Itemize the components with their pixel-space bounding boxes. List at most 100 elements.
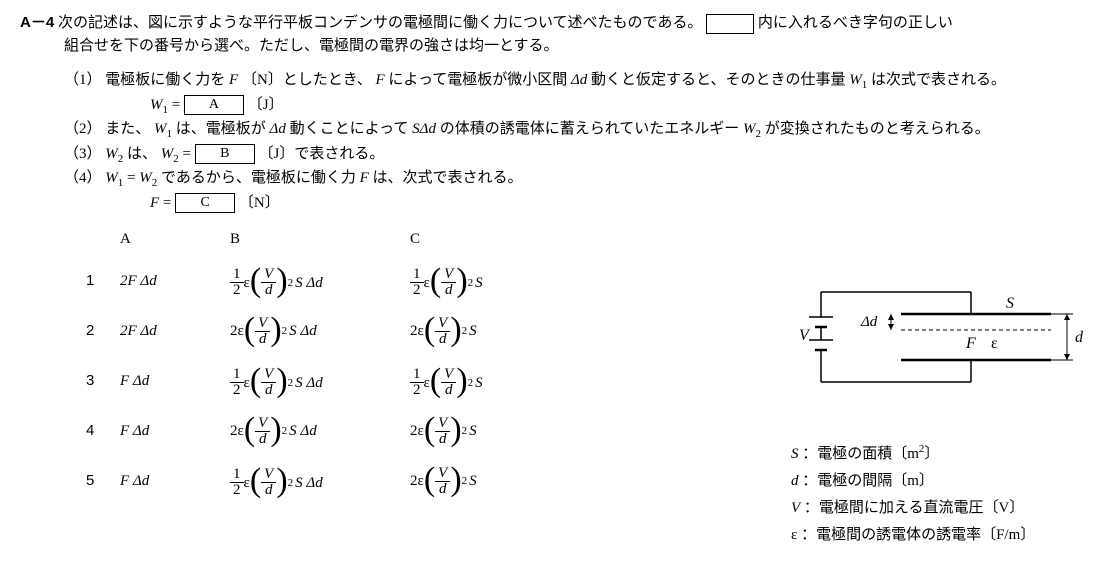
item-2-text-e: が変換されたものと考えられる。 [765, 121, 990, 137]
item-4-sub2: 2 [152, 177, 158, 189]
answer-header-C: C [410, 228, 570, 251]
item-1-text-c: 動くと仮定すると、そのときの仕事量 [591, 72, 849, 88]
item-3-unitJ: 〔J〕で表される。 [259, 146, 385, 162]
legend-V-txt: ：電極間に加える直流電圧〔V〕 [804, 500, 1024, 516]
legend-V-sym: V [791, 500, 800, 516]
circuit-diagram: V S Δd F ε d [791, 262, 1091, 412]
stem-text-1: 次の記述は、図に示すような平行平板コンデンサの電極間に働く力について述べたもので… [58, 15, 702, 31]
legend: S ：電極の面積〔m2〕 d ：電極の間隔〔m〕 V ：電極間に加える直流電圧〔… [791, 440, 1091, 549]
answer-col-A: F Δd [120, 470, 230, 493]
item-2-sub2: 2 [756, 128, 762, 140]
question-stem-line2: 組合せを下の番号から選べ。ただし、電極間の電界の強さは均一とする。 [20, 35, 1099, 58]
item-1-F: F [229, 72, 238, 88]
item-2-dd: Δd [270, 121, 286, 137]
item-4-text-b: は、次式で表される。 [373, 170, 523, 186]
legend-d-txt: ：電極の間隔〔m〕 [802, 473, 934, 489]
answer-col-C: 2ε(Vd)2S [410, 465, 570, 499]
blank-box-B: B [195, 144, 255, 164]
answer-col-C: 2ε(Vd)2S [410, 415, 570, 449]
answer-col-A: 2F Δd [120, 270, 230, 293]
item-2-sub1: 1 [167, 128, 173, 140]
item-3-sub2: 2 [118, 153, 124, 165]
item-1-equation: W1 = A 〔J〕 [20, 94, 1099, 119]
legend-S: S ：電極の面積〔m2〕 [791, 440, 1091, 468]
diagram-label-S: S [1006, 295, 1014, 312]
item-2-Sdd: SΔd [412, 121, 436, 137]
item-1-eq-eq: = [172, 97, 184, 113]
diagram-label-dd: Δd [860, 314, 878, 330]
answer-number: 2 [86, 320, 120, 343]
legend-S-sym: S [791, 446, 799, 462]
item-1-unitJ: 〔J〕 [248, 97, 284, 113]
item-1-sub1: 1 [862, 79, 868, 91]
item-1-text-d: は次式で表される。 [871, 72, 1006, 88]
item-1-W1: W [849, 72, 862, 88]
item-4-F: F [360, 170, 369, 186]
answer-number: 1 [86, 270, 120, 293]
item-3-eq: = [183, 146, 195, 162]
figure-block: V S Δd F ε d S ：電 [791, 262, 1091, 549]
answer-number: 3 [86, 370, 120, 393]
item-4-eq-lhs: F [150, 195, 159, 211]
answer-header-A: A [120, 228, 230, 251]
item-4-sub1: 1 [118, 177, 124, 189]
legend-S-end: 〕 [924, 446, 939, 462]
answer-number: 4 [86, 420, 120, 443]
item-2-text-d: の体積の誘電体に蓄えられていたエネルギー [440, 121, 740, 137]
item-4-eq: = [127, 170, 139, 186]
item-4-W1: W [105, 170, 118, 186]
item-2-text-a: また、 [105, 121, 150, 137]
item-1-eq-sub: 1 [163, 104, 169, 116]
answer-number: 5 [86, 470, 120, 493]
answer-col-B: 12ε(Vd)2S Δd [230, 263, 410, 300]
diagram-label-F: F [965, 335, 976, 352]
diagram-label-V: V [799, 327, 811, 344]
item-2-text-c: 動くことによって [290, 121, 413, 137]
answer-header: A B C [86, 228, 1099, 251]
item-4-eq-eq: = [163, 195, 175, 211]
item-4: （4） W1 = W2 であるから、電極板に働く力 F は、次式で表される。 [20, 167, 1099, 192]
item-2-number: （2） [64, 121, 102, 137]
answer-col-C: 2ε(Vd)2S [410, 315, 570, 349]
item-1-dd: Δd [571, 72, 587, 88]
item-1-F2: F [376, 72, 385, 88]
answer-col-B: 2ε(Vd)2S Δd [230, 315, 410, 349]
item-1-unitN: 〔N〕としたとき、 [242, 72, 372, 88]
item-3: （3） W2 は、 W2 = B 〔J〕で表される。 [20, 143, 1099, 168]
blank-box-icon [706, 14, 754, 34]
item-1: （1） 電極板に働く力を F 〔N〕としたとき、 F によって電極板が微小区間 … [20, 69, 1099, 94]
question-label: A－4 [20, 14, 54, 31]
answer-col-B: 12ε(Vd)2S Δd [230, 363, 410, 400]
item-4-unitN: 〔N〕 [239, 195, 280, 211]
legend-eps: ε ：電極間の誘電体の誘電率〔F/m〕 [791, 522, 1091, 549]
answer-col-A: F Δd [120, 420, 230, 443]
question-stem-line1: A－4 次の記述は、図に示すような平行平板コンデンサの電極間に働く力について述べ… [20, 12, 1099, 35]
answer-col-A: 2F Δd [120, 320, 230, 343]
diagram-label-d: d [1075, 329, 1084, 346]
item-4-W2: W [139, 170, 152, 186]
answer-col-C: 12ε(Vd)2S [410, 363, 570, 400]
answer-col-C: 12ε(Vd)2S [410, 263, 570, 300]
page: A－4 次の記述は、図に示すような平行平板コンデンサの電極間に働く力について述べ… [0, 0, 1119, 580]
legend-e-txt: ：電極間の誘電体の誘電率〔F/m〕 [801, 527, 1035, 543]
blank-box-C: C [175, 193, 235, 213]
answer-header-B: B [230, 228, 410, 251]
item-3-sub2b: 2 [173, 153, 179, 165]
item-2-text-b: は、電極板が [176, 121, 270, 137]
item-3-W2: W [105, 146, 118, 162]
item-4-text-a: であるから、電極板に働く力 [161, 170, 360, 186]
diagram-label-eps: ε [991, 335, 998, 352]
item-2-W1: W [154, 121, 167, 137]
item-3-number: （3） [64, 146, 102, 162]
item-2: （2） また、 W1 は、電極板が Δd 動くことによって SΔd の体積の誘電… [20, 118, 1099, 143]
item-4-equation: F = C 〔N〕 [20, 192, 1099, 215]
answer-col-A: F Δd [120, 370, 230, 393]
item-2-W2: W [743, 121, 756, 137]
answer-col-B: 12ε(Vd)2S Δd [230, 463, 410, 500]
item-3-text-a: は、 [127, 146, 157, 162]
item-1-text-a: 電極板に働く力を [105, 72, 229, 88]
stem-text-2: 内に入れるべき字句の正しい [758, 15, 953, 31]
legend-d: d ：電極の間隔〔m〕 [791, 468, 1091, 495]
item-1-text-b: によって電極板が微小区間 [388, 72, 571, 88]
legend-V: V ：電極間に加える直流電圧〔V〕 [791, 495, 1091, 522]
